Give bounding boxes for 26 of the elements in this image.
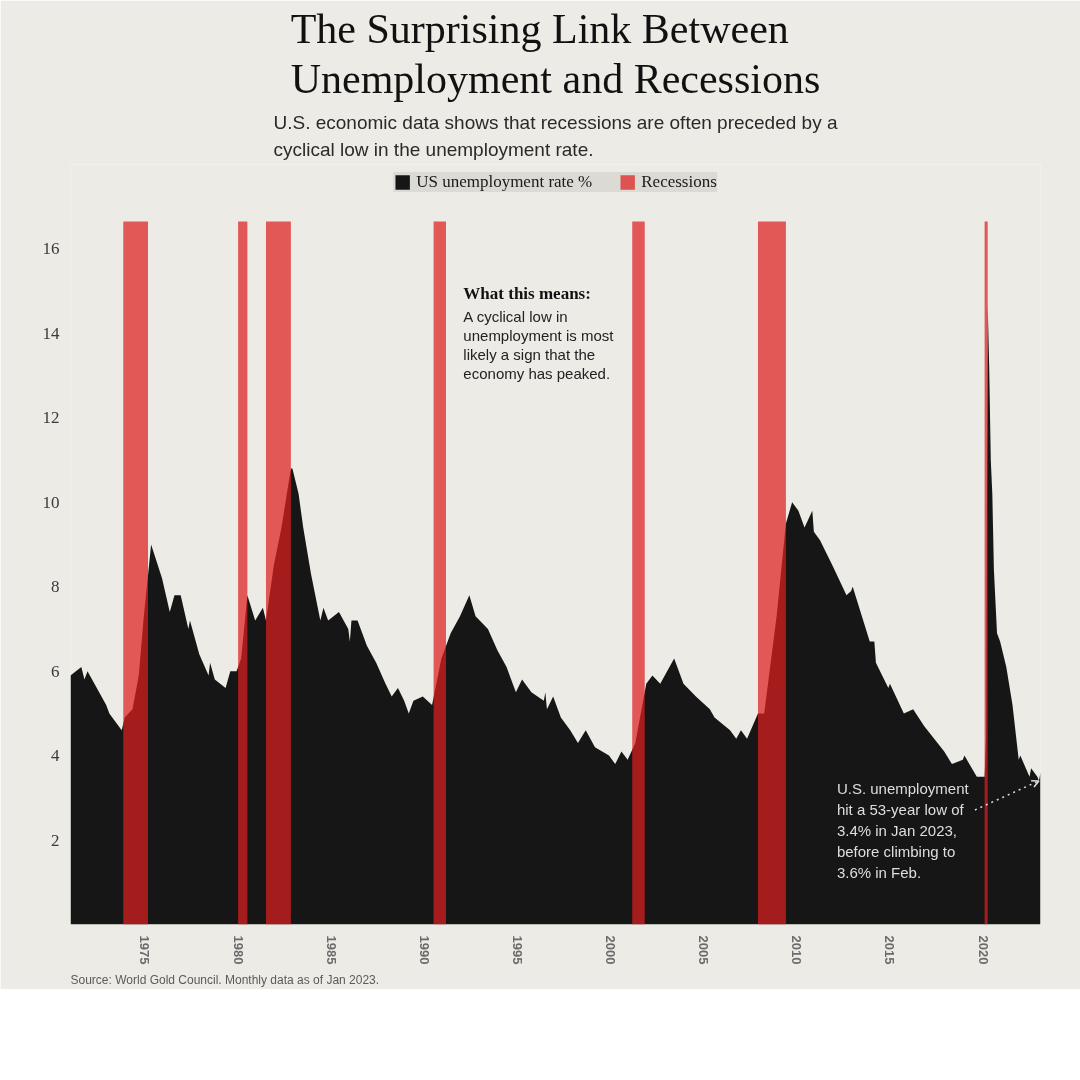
x-tick-label: 2005 xyxy=(696,935,712,965)
x-tick-label: 1990 xyxy=(416,935,432,965)
x-tick-label: 1975 xyxy=(137,935,153,965)
x-tick-label: 2000 xyxy=(603,935,619,965)
legend-label: Recessions xyxy=(641,172,717,192)
annotation: A cyclical low in unemployment is most likely a sign that the economy has peaked. xyxy=(463,308,615,383)
y-tick-label: 10 xyxy=(42,492,60,512)
x-tick-label: 2015 xyxy=(882,935,898,965)
y-tick-label: 12 xyxy=(42,408,60,428)
y-tick-label: 2 xyxy=(51,830,60,850)
chart-title: The Surprising Link Between Unemployment and Recessions xyxy=(290,5,821,103)
y-tick-label: 4 xyxy=(51,746,60,766)
x-tick-label: 2010 xyxy=(789,935,805,965)
y-tick-label: 6 xyxy=(51,661,60,681)
x-tick-label: 2020 xyxy=(975,935,991,965)
source-note: Source: World Gold Council. Monthly data as of Jan 2023. xyxy=(70,972,380,987)
annotation: U.S. unemployment hit a 53-year low of 3.4% in Jan 2023, before climbing to 3.6% in Feb. xyxy=(836,780,970,882)
x-tick-label: 1995 xyxy=(509,935,525,965)
y-tick-label: 14 xyxy=(42,323,60,343)
x-tick-label: 1985 xyxy=(323,935,339,965)
x-tick-label: 1980 xyxy=(230,935,246,965)
y-tick-label: 16 xyxy=(42,239,60,259)
y-tick-label: 8 xyxy=(51,577,60,597)
chart-subtitle: U.S. economic data shows that recessions are often preceded by a cyclical low in the unemployment rate. xyxy=(273,112,838,160)
annotation: What this means: xyxy=(463,284,591,304)
legend-label: US unemployment rate % xyxy=(416,172,593,192)
